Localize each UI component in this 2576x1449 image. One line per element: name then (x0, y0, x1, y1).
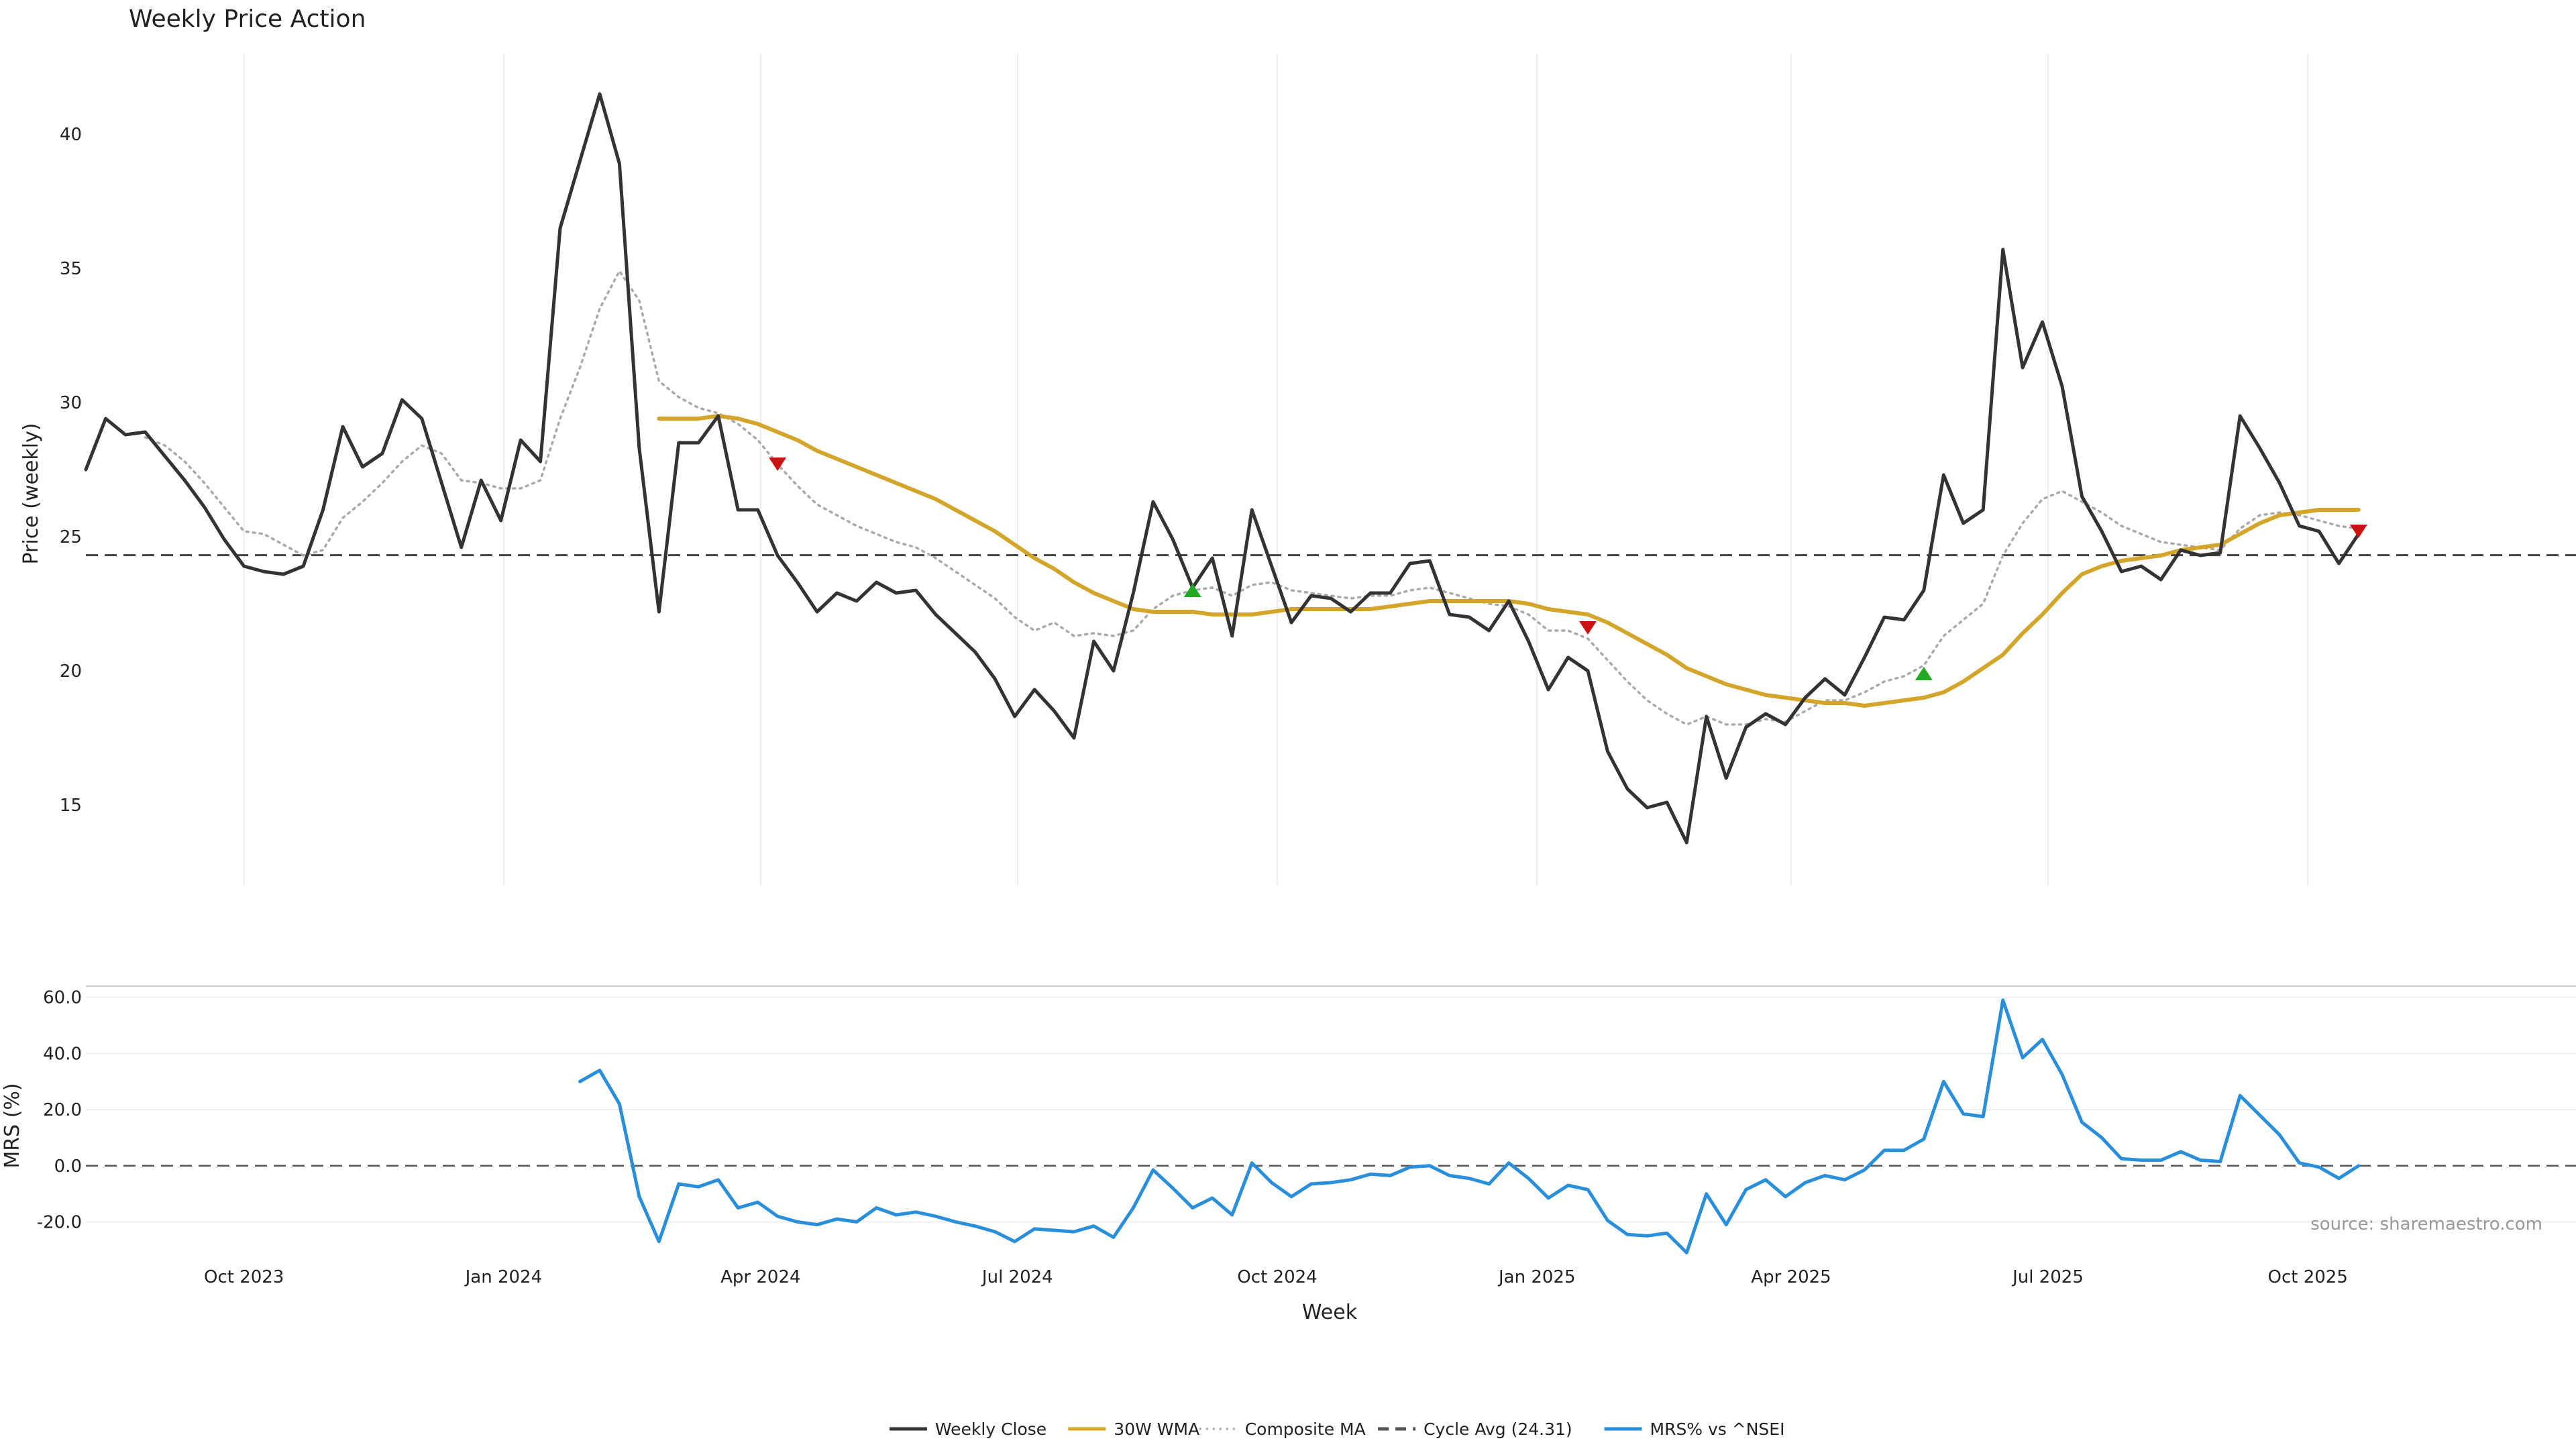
x-tick-oct-2024: Oct 2024 (1237, 1267, 1317, 1287)
mrs-grid (86, 996, 2576, 1223)
series-line-30w-wma (657, 414, 2361, 708)
legend-item-30w-wma: 30W WMA (1068, 1419, 1199, 1439)
signal-sell-marker-5 (2349, 525, 2367, 538)
mrs-y-tick-0-0: 0.0 (54, 1157, 82, 1177)
series-line-mrs-vs-nsei (578, 998, 2361, 1254)
price-y-ticks: 15 20 25 30 35 40 (60, 125, 82, 816)
price-y-tick-20: 20 (60, 661, 82, 682)
x-axis-label: Week (1302, 1301, 1358, 1324)
x-tick-apr-2024: Apr 2024 (720, 1267, 800, 1287)
x-tick-jan-2025: Jan 2025 (1497, 1267, 1576, 1287)
signal-sell-marker-1 (769, 458, 787, 471)
mrs-y-tick-40-0: 40.0 (43, 1044, 82, 1064)
mrs-panel: 60.0 40.0 20.0 0.0 -20.0 MRS (%) source: sha… (1, 985, 2576, 1254)
chart-title: Weekly Price Action (129, 5, 366, 33)
price-series (84, 92, 2361, 845)
price-y-tick-30: 30 (60, 393, 82, 413)
x-tick-oct-2023: Oct 2023 (204, 1267, 284, 1287)
legend-label-mrs-vs-nsei: MRS% vs ^NSEI (1650, 1419, 1785, 1439)
mrs-y-tick-20-0: -20.0 (37, 1212, 82, 1232)
legend-item-weekly-close: Weekly Close (889, 1419, 1046, 1439)
source-note: source: sharemaestro.com (2310, 1214, 2542, 1234)
price-panel: 15 20 25 30 35 40 Price (weekly) (19, 54, 2576, 885)
legend-item-composite-ma: Composite MA (1199, 1419, 1366, 1439)
signal-buy-marker-2 (1183, 584, 1201, 597)
legend-item-mrs-vs-nsei: MRS% vs ^NSEI (1604, 1419, 1785, 1439)
price-y-tick-25: 25 (60, 527, 82, 547)
x-tick-jul-2025: Jul 2025 (2011, 1267, 2084, 1287)
legend-label-weekly-close: Weekly Close (935, 1419, 1046, 1439)
legend-label-composite-ma: Composite MA (1245, 1419, 1366, 1439)
signal-buy-marker-4 (1915, 667, 1933, 680)
mrs-y-axis-label: MRS (%) (1, 1083, 24, 1168)
x-tick-oct-2025: Oct 2025 (2267, 1267, 2347, 1287)
price-y-tick-15: 15 (60, 796, 82, 816)
x-tick-apr-2025: Apr 2025 (1751, 1267, 1831, 1287)
price-y-tick-35: 35 (60, 259, 82, 279)
price-y-axis-label: Price (weekly) (19, 423, 43, 564)
signal-sell-marker-3 (1578, 621, 1597, 635)
mrs-y-tick-60-0: 60.0 (43, 988, 82, 1008)
legend: Weekly Close 30W WMA Composite MA Cycle Avg… (889, 1419, 1785, 1439)
price-grid (243, 54, 2309, 885)
x-axis-ticks: Oct 2023 Jan 2024 Apr 2024 Jul 2024 Oct 2024… (204, 1267, 2348, 1287)
signal-markers (769, 458, 2367, 680)
x-tick-jan-2024: Jan 2024 (464, 1267, 543, 1287)
legend-label-30w-wma: 30W WMA (1114, 1419, 1199, 1439)
legend-item-cycle-avg-24-31: Cycle Avg (24.31) (1378, 1419, 1572, 1439)
mrs-series (578, 998, 2361, 1254)
x-tick-jul-2024: Jul 2024 (981, 1267, 1053, 1287)
mrs-y-ticks: 60.0 40.0 20.0 0.0 -20.0 (37, 988, 82, 1233)
mrs-y-tick-20-0: 20.0 (43, 1100, 82, 1120)
price-y-tick-40: 40 (60, 125, 82, 145)
legend-label-cycle-avg-24-31: Cycle Avg (24.31) (1424, 1419, 1572, 1439)
series-line-composite-ma (144, 270, 2360, 726)
series-line-weekly-close (84, 92, 2361, 845)
